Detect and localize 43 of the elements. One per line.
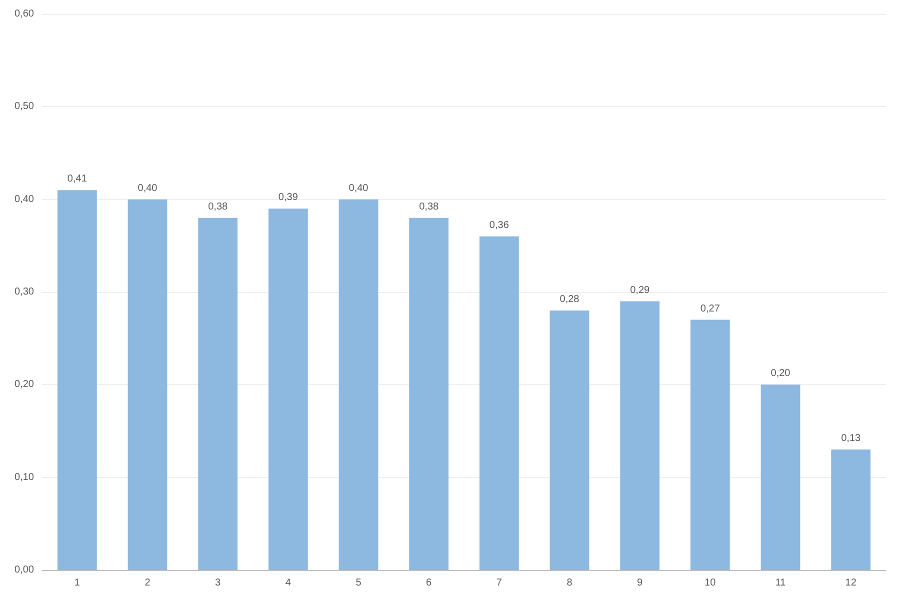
- bar: [198, 218, 238, 570]
- bar: [479, 236, 519, 570]
- y-tick-label: 0,00: [14, 564, 34, 576]
- y-tick-label: 0,20: [14, 379, 34, 390]
- bar: [620, 301, 660, 570]
- data-label: 0,40: [138, 182, 158, 194]
- data-label: 0,41: [67, 174, 88, 185]
- x-tick-label: 9: [637, 578, 644, 588]
- bar: [57, 190, 97, 570]
- data-label: 0,38: [419, 201, 439, 212]
- data-label: 0,20: [770, 368, 791, 380]
- data-label: 0,38: [208, 201, 228, 212]
- x-tick-label: 8: [566, 578, 573, 588]
- x-tick-label: 1: [74, 578, 80, 588]
- data-label: 0,36: [489, 220, 510, 231]
- data-label: 0,29: [630, 284, 650, 296]
- bar: [409, 218, 449, 570]
- x-tick-label: 7: [496, 578, 502, 588]
- data-label: 0,40: [348, 182, 369, 194]
- x-tick-label: 4: [285, 578, 292, 588]
- bar: [128, 199, 168, 570]
- y-tick-label: 0,40: [14, 194, 34, 205]
- bar: [268, 208, 308, 570]
- data-label: 0,27: [700, 303, 720, 314]
- y-tick-label: 0,30: [14, 286, 34, 298]
- bar: [831, 450, 871, 570]
- y-tick-label: 0,10: [14, 472, 34, 483]
- bar: [760, 384, 800, 570]
- x-tick-label: 11: [775, 578, 786, 588]
- data-label: 0,28: [560, 294, 580, 306]
- x-tick-label: 3: [215, 578, 222, 588]
- bar: [690, 320, 730, 570]
- y-tick-label: 0,60: [14, 8, 34, 20]
- bar: [338, 199, 378, 570]
- x-tick-label: 10: [704, 578, 716, 588]
- data-label: 0,13: [841, 433, 861, 444]
- data-label: 0,39: [278, 192, 298, 204]
- x-tick-label: 12: [845, 578, 857, 588]
- y-tick-label: 0,50: [14, 101, 34, 112]
- bar: [550, 310, 590, 570]
- x-tick-label: 2: [144, 578, 151, 588]
- x-tick-label: 5: [356, 578, 362, 588]
- x-tick-label: 6: [426, 578, 432, 588]
